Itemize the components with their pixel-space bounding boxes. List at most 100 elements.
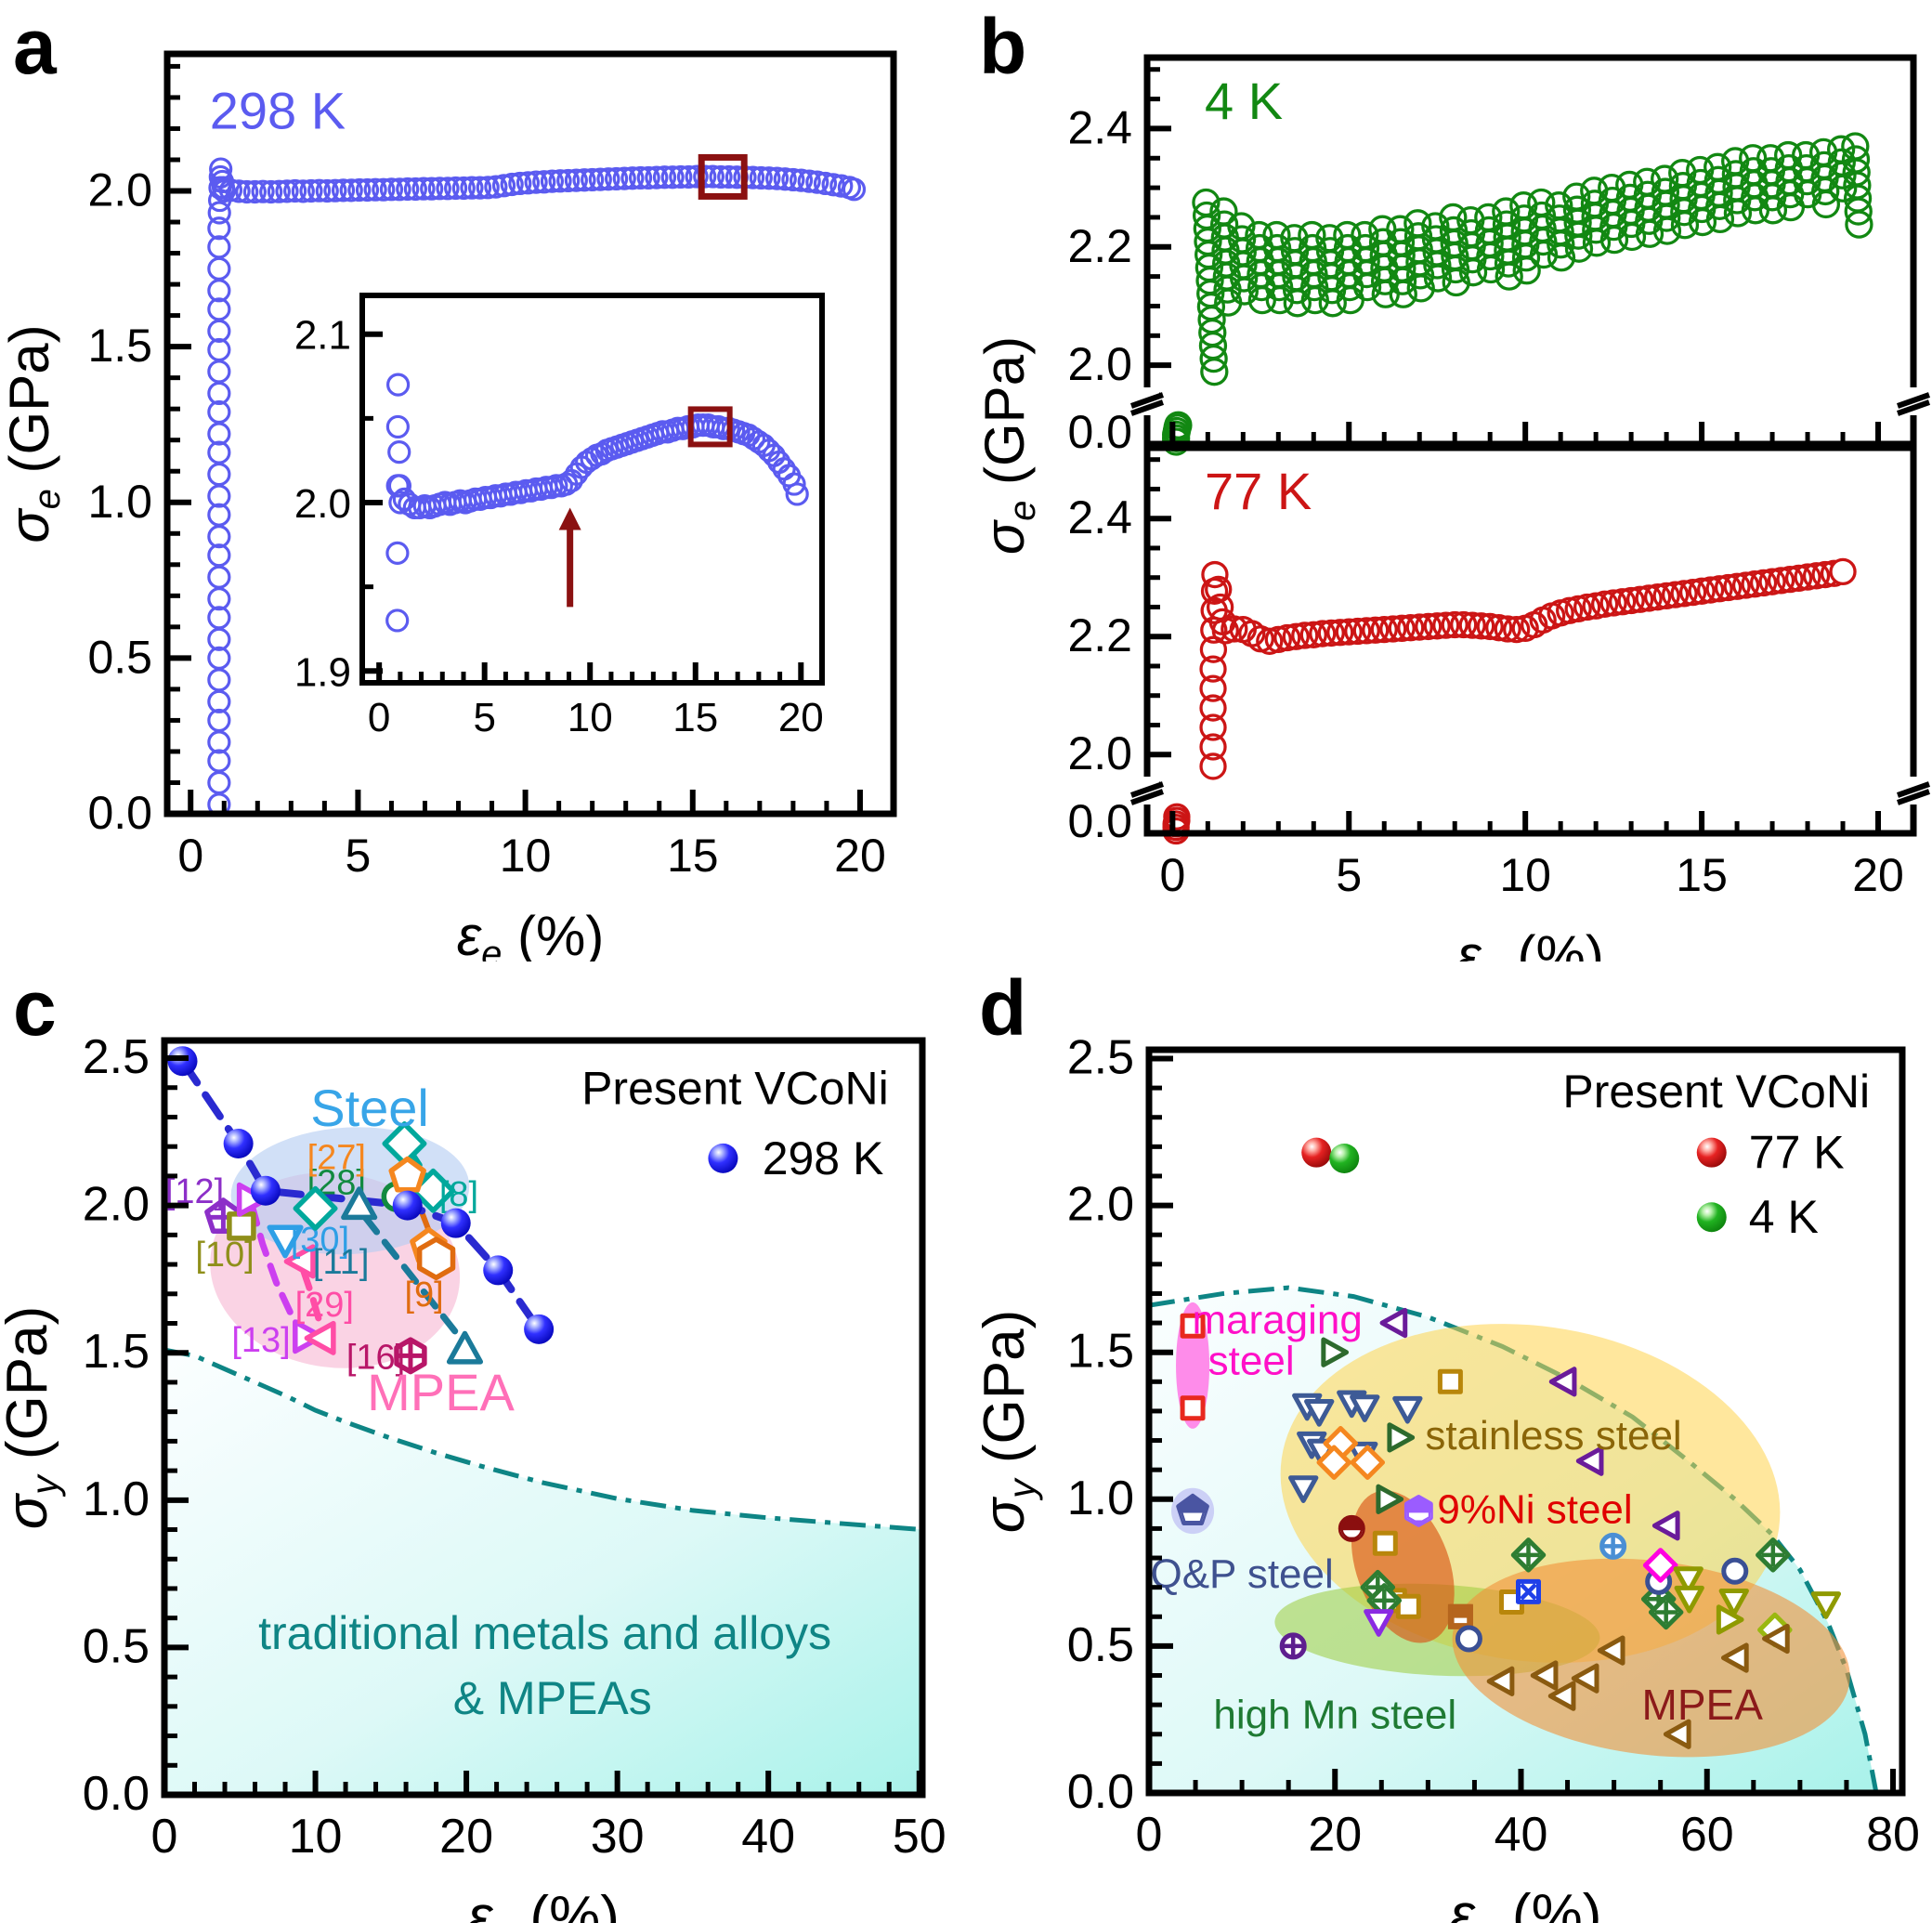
svg-text:steel: steel bbox=[1208, 1339, 1295, 1384]
svg-text:10: 10 bbox=[500, 830, 552, 882]
svg-text:298 K: 298 K bbox=[210, 81, 346, 139]
svg-text:1.0: 1.0 bbox=[1067, 1472, 1134, 1525]
svg-text:2.0: 2.0 bbox=[1067, 338, 1132, 390]
svg-text:1.5: 1.5 bbox=[83, 1325, 150, 1379]
svg-text:Present VCoNi: Present VCoNi bbox=[581, 1062, 889, 1114]
svg-text:[10]: [10] bbox=[195, 1236, 254, 1275]
svg-text:σe (GPa): σe (GPa) bbox=[0, 324, 68, 543]
svg-text:Present VCoNi: Present VCoNi bbox=[1562, 1066, 1870, 1118]
svg-text:MPEA: MPEA bbox=[367, 1363, 515, 1421]
svg-text:1.5: 1.5 bbox=[1067, 1325, 1134, 1379]
svg-text:2.0: 2.0 bbox=[1067, 1178, 1134, 1232]
svg-text:0: 0 bbox=[1136, 1808, 1163, 1862]
svg-text:0: 0 bbox=[151, 1810, 178, 1864]
svg-text:traditional metals and alloys: traditional metals and alloys bbox=[258, 1607, 831, 1659]
svg-text:2.5: 2.5 bbox=[1067, 1030, 1134, 1084]
svg-text:σy (GPa): σy (GPa) bbox=[973, 1310, 1043, 1533]
svg-text:Steel: Steel bbox=[310, 1079, 429, 1137]
svg-text:0: 0 bbox=[1159, 849, 1185, 901]
svg-text:Q&P steel: Q&P steel bbox=[1150, 1551, 1333, 1597]
svg-text:σe (GPa): σe (GPa) bbox=[973, 336, 1043, 555]
svg-text:10: 10 bbox=[568, 695, 613, 740]
svg-text:80: 80 bbox=[1866, 1808, 1920, 1862]
svg-text:0: 0 bbox=[177, 830, 203, 882]
svg-text:2.4: 2.4 bbox=[1067, 101, 1132, 153]
svg-text:50: 50 bbox=[893, 1810, 946, 1864]
svg-text:high Mn steel: high Mn steel bbox=[1213, 1693, 1456, 1738]
svg-text:10: 10 bbox=[289, 1810, 343, 1864]
svg-text:5: 5 bbox=[473, 695, 495, 740]
svg-text:2.2: 2.2 bbox=[1067, 609, 1132, 661]
svg-text:2.1: 2.1 bbox=[294, 313, 351, 359]
svg-text:20: 20 bbox=[834, 830, 886, 882]
svg-text:20: 20 bbox=[778, 695, 824, 740]
svg-text:0.0: 0.0 bbox=[1067, 406, 1132, 458]
svg-text:[30]: [30] bbox=[291, 1221, 349, 1260]
svg-text:maraging: maraging bbox=[1192, 1297, 1362, 1342]
svg-text:MPEA: MPEA bbox=[1642, 1681, 1764, 1729]
svg-text:0.5: 0.5 bbox=[87, 631, 152, 683]
panel-c-chart: [12][10][13][29][30][28] [8][27][9][11][1… bbox=[0, 1030, 946, 1923]
svg-text:2.4: 2.4 bbox=[1067, 491, 1132, 543]
panel-d-letter: d bbox=[979, 964, 1027, 1052]
panel-a-letter: a bbox=[13, 3, 57, 90]
svg-text:9%Ni steel: 9%Ni steel bbox=[1437, 1486, 1632, 1532]
svg-text:[8]: [8] bbox=[439, 1175, 478, 1214]
svg-text:15: 15 bbox=[672, 695, 718, 740]
svg-text:5: 5 bbox=[346, 830, 372, 882]
panel-b-letter: b bbox=[979, 3, 1027, 90]
svg-text:[9]: [9] bbox=[404, 1275, 443, 1315]
svg-text:20: 20 bbox=[1852, 849, 1904, 901]
panel-d: d maraging steel Q&P steel stainless steel 9… bbox=[966, 962, 1932, 1923]
svg-text:2.0: 2.0 bbox=[83, 1178, 150, 1232]
svg-text:εe (%): εe (%) bbox=[1456, 924, 1604, 962]
svg-text:40: 40 bbox=[1495, 1808, 1548, 1862]
svg-text:0.5: 0.5 bbox=[1067, 1618, 1134, 1672]
svg-text:1.0: 1.0 bbox=[87, 476, 152, 528]
panel-a-chart: 0 5 10 15 20 0.0 0.5 1.0 1.5 2.0 298 K εe (%) σe (GP… bbox=[0, 50, 897, 962]
svg-text:20: 20 bbox=[439, 1810, 493, 1864]
svg-text:4 K: 4 K bbox=[1205, 72, 1283, 130]
panel-a: a 0 5 10 15 20 0.0 0.5 1.0 1.5 2.0 298 K εe (%) σe (… bbox=[0, 0, 966, 962]
svg-text:15: 15 bbox=[667, 830, 719, 882]
svg-text:0.0: 0.0 bbox=[1067, 1765, 1134, 1819]
svg-text:[29]: [29] bbox=[295, 1286, 354, 1325]
svg-text:[13]: [13] bbox=[231, 1321, 290, 1360]
svg-text:20: 20 bbox=[1308, 1808, 1362, 1862]
svg-text:2.0: 2.0 bbox=[294, 481, 351, 527]
svg-text:0: 0 bbox=[368, 695, 390, 740]
panel-b: b 2.0 2.2 2.4 0.0 0 5 10 15 20 2.0 2.2 2.4 0.0 4 K 77 … bbox=[966, 0, 1932, 962]
svg-text:[16]: [16] bbox=[346, 1338, 405, 1377]
svg-text:5: 5 bbox=[1336, 849, 1362, 901]
svg-text:σy (GPa): σy (GPa) bbox=[0, 1306, 66, 1529]
svg-text:εe (%): εe (%) bbox=[457, 905, 605, 962]
svg-text:0.0: 0.0 bbox=[83, 1767, 150, 1821]
svg-text:2.0: 2.0 bbox=[87, 164, 152, 216]
svg-text:0.5: 0.5 bbox=[83, 1619, 150, 1673]
svg-text:[27]: [27] bbox=[307, 1138, 366, 1177]
svg-text:40: 40 bbox=[741, 1810, 795, 1864]
svg-text:0.0: 0.0 bbox=[87, 787, 152, 839]
svg-text:298 K: 298 K bbox=[763, 1132, 884, 1184]
svg-text:[11]: [11] bbox=[313, 1243, 370, 1282]
svg-text:1.5: 1.5 bbox=[87, 320, 152, 372]
svg-text:stainless steel: stainless steel bbox=[1425, 1413, 1681, 1459]
svg-text:60: 60 bbox=[1680, 1808, 1734, 1862]
svg-text:10: 10 bbox=[1499, 849, 1551, 901]
svg-text:2.2: 2.2 bbox=[1067, 220, 1132, 272]
svg-text:77 K: 77 K bbox=[1749, 1127, 1845, 1179]
panel-c-letter: c bbox=[13, 964, 57, 1052]
panel-c: c [12] [10] [13] [29] [30] [28] [8] [27] [9] [11]… bbox=[0, 962, 966, 1923]
svg-text:εu (%): εu (%) bbox=[1450, 1883, 1602, 1923]
panel-b-chart: 2.0 2.2 2.4 0.0 0 5 10 15 20 2.0 2.2 2.4 0.0 4 K 77 K ε… bbox=[973, 54, 1930, 962]
svg-text:0.0: 0.0 bbox=[1067, 795, 1132, 847]
svg-text:30: 30 bbox=[591, 1810, 645, 1864]
svg-text:15: 15 bbox=[1676, 849, 1728, 901]
svg-text:1.0: 1.0 bbox=[83, 1472, 150, 1526]
svg-text:77 K: 77 K bbox=[1205, 462, 1312, 520]
svg-text:1.9: 1.9 bbox=[294, 649, 351, 695]
svg-text:εu (%): εu (%) bbox=[467, 1885, 620, 1923]
svg-text:2.5: 2.5 bbox=[83, 1030, 150, 1084]
